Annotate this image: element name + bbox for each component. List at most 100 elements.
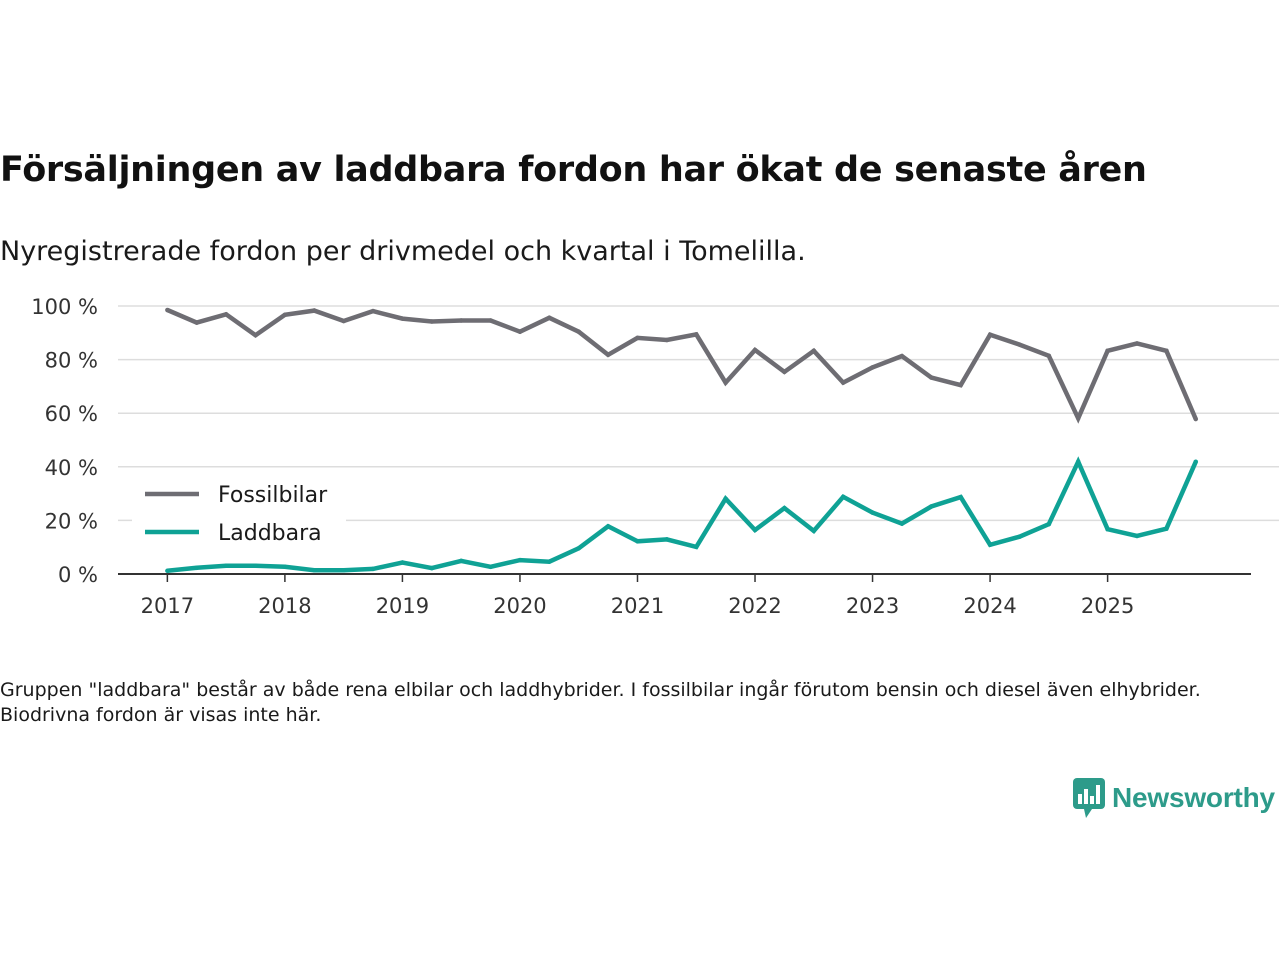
data-point-fossilbilar: [782, 369, 787, 375]
data-point-fossilbilar: [1046, 353, 1052, 359]
data-point-laddbara: [811, 528, 817, 534]
data-point-fossilbilar: [517, 329, 523, 334]
data-point-fossilbilar: [488, 318, 493, 323]
data-point-fossilbilar: [194, 320, 199, 325]
data-point-laddbara: [694, 544, 699, 550]
footnote: Gruppen "laddbara" består av både rena e…: [0, 679, 1201, 726]
data-point-laddbara: [987, 542, 993, 548]
x-tick-label: 2023: [846, 594, 899, 618]
data-point-laddbara: [576, 546, 581, 551]
data-point-laddbara: [253, 563, 258, 568]
x-tick-label: 2024: [963, 594, 1016, 618]
data-point-fossilbilar: [223, 312, 229, 317]
data-point-fossilbilar: [1134, 341, 1140, 346]
data-point-fossilbilar: [547, 315, 552, 321]
data-point-fossilbilar: [282, 312, 288, 318]
data-point-fossilbilar: [576, 329, 581, 334]
data-point-fossilbilar: [605, 352, 611, 358]
data-point-fossilbilar: [929, 375, 934, 380]
legend-label-fossilbilar: Fossilbilar: [218, 483, 328, 508]
data-point-laddbara: [458, 558, 464, 564]
x-tick-label: 2018: [258, 594, 311, 618]
data-point-laddbara: [782, 505, 787, 511]
series-line-laddbara: [167, 456, 1198, 574]
line-chart: 0 % 20 % 40 % 60 % 80 % 100 % 2017 2018 2019 2020…: [31, 295, 1279, 618]
data-point-fossilbilar: [694, 332, 699, 337]
data-point-fossilbilar: [664, 337, 670, 343]
data-point-fossilbilar: [458, 318, 464, 323]
x-tick-label: 2025: [1081, 594, 1134, 618]
data-point-laddbara: [1017, 534, 1022, 539]
axis-layer: 0 % 20 % 40 % 60 % 80 % 100 % 2017 2018 2019 2020…: [31, 295, 1251, 618]
newsworthy-logo-icon: [1073, 778, 1105, 818]
data-point-fossilbilar: [635, 335, 640, 341]
x-tick-label: 2021: [611, 594, 664, 618]
data-point-fossilbilar: [1017, 342, 1022, 347]
y-tick-label: 60 %: [45, 402, 98, 426]
data-point-laddbara: [165, 568, 170, 574]
data-point-laddbara: [517, 557, 523, 563]
data-point-laddbara: [547, 559, 552, 564]
data-point-fossilbilar: [899, 353, 905, 359]
data-point-fossilbilar: [723, 380, 728, 385]
data-point-fossilbilar: [958, 382, 963, 388]
data-point-laddbara: [870, 510, 875, 515]
data-point-laddbara: [282, 564, 288, 570]
data-point-laddbara: [840, 494, 846, 500]
y-tick-label: 0 %: [58, 563, 98, 587]
data-point-fossilbilar: [1164, 348, 1169, 354]
data-point-fossilbilar: [1193, 416, 1199, 422]
data-point-laddbara: [1075, 459, 1081, 464]
data-point-laddbara: [635, 539, 640, 544]
data-point-fossilbilar: [752, 347, 758, 353]
data-point-laddbara: [929, 504, 934, 509]
y-tick-label: 100 %: [31, 295, 98, 319]
data-point-laddbara: [1164, 526, 1169, 531]
data-point-fossilbilar: [429, 319, 435, 324]
data-point-laddbara: [370, 566, 376, 572]
legend-label-laddbara: Laddbara: [218, 521, 322, 546]
data-point-fossilbilar: [811, 348, 817, 354]
data-point-laddbara: [1046, 521, 1052, 527]
data-point-fossilbilar: [370, 308, 376, 314]
data-point-laddbara: [723, 496, 728, 501]
data-point-laddbara: [312, 567, 317, 573]
data-point-fossilbilar: [870, 365, 875, 370]
data-point-fossilbilar: [1105, 348, 1110, 354]
data-point-fossilbilar: [987, 332, 993, 337]
y-tick-label: 80 %: [45, 349, 98, 373]
data-point-fossilbilar: [341, 318, 346, 324]
data-point-laddbara: [605, 524, 611, 529]
data-point-laddbara: [752, 527, 758, 533]
chart-subtitle: Nyregistrerade fordon per drivmedel och …: [0, 236, 806, 267]
data-point-laddbara: [664, 537, 670, 542]
x-tick-label: 2022: [728, 594, 781, 618]
data-point-fossilbilar: [312, 308, 317, 313]
data-point-laddbara: [1193, 459, 1199, 464]
series-layer: [165, 307, 1199, 574]
grid-layer: [118, 305, 1279, 522]
chart-title: Försäljningen av laddbara fordon har öka…: [0, 150, 1147, 190]
data-point-laddbara: [223, 563, 229, 568]
x-tick-label: 2017: [141, 594, 194, 618]
data-point-fossilbilar: [400, 316, 405, 321]
data-point-fossilbilar: [165, 307, 170, 313]
x-tick-label: 2020: [493, 594, 546, 618]
data-point-laddbara: [488, 564, 493, 570]
chart-legend: Fossilbilar Laddbara: [132, 475, 346, 553]
data-point-fossilbilar: [840, 380, 846, 385]
brand-name: Newsworthy: [1112, 782, 1275, 813]
y-tick-label: 40 %: [45, 456, 98, 480]
data-point-laddbara: [194, 565, 199, 571]
data-point-laddbara: [899, 521, 905, 526]
data-point-fossilbilar: [253, 332, 258, 338]
data-point-laddbara: [429, 565, 435, 571]
data-point-fossilbilar: [1075, 416, 1081, 421]
data-point-laddbara: [400, 560, 405, 565]
data-point-laddbara: [1105, 526, 1110, 532]
data-point-laddbara: [958, 494, 963, 500]
y-tick-label: 20 %: [45, 509, 98, 533]
data-point-laddbara: [341, 567, 346, 573]
data-point-laddbara: [1134, 533, 1140, 539]
series-line-fossilbilar: [166, 307, 1198, 424]
